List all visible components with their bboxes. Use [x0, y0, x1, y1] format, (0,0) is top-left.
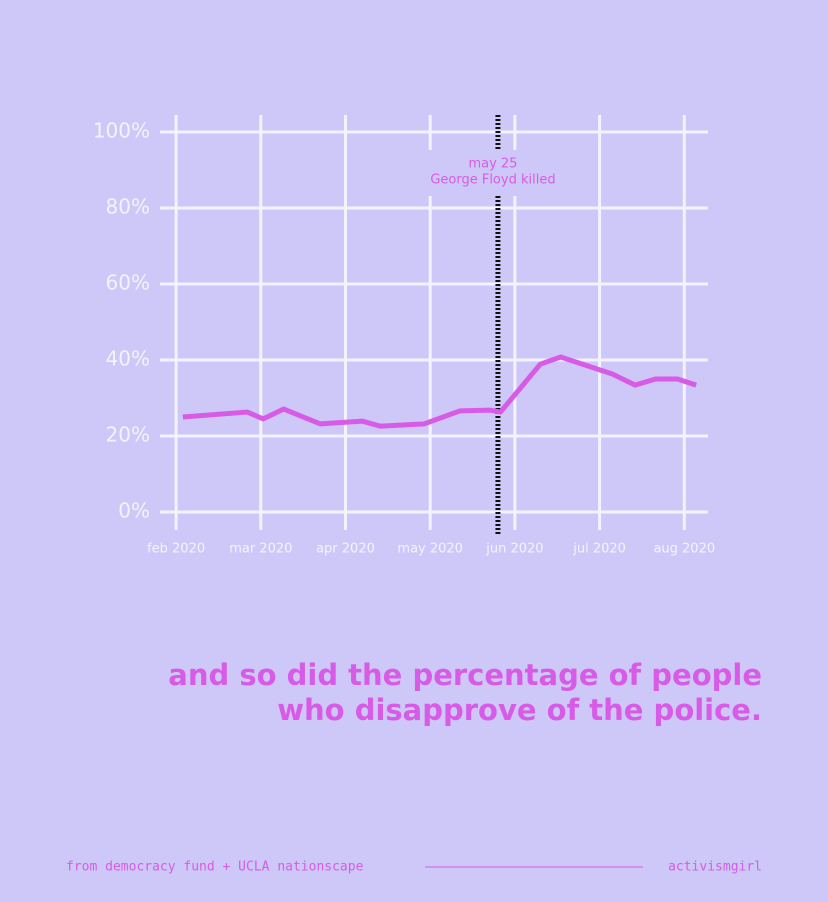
x-tick-label: feb 2020: [147, 542, 205, 557]
x-tick-label: aug 2020: [653, 542, 715, 557]
x-tick-label: may 2020: [397, 542, 463, 557]
y-tick-label: 60%: [106, 271, 150, 295]
x-tick-label: jul 2020: [572, 542, 626, 557]
x-tick-label: apr 2020: [316, 542, 375, 557]
annotation-bg: [422, 150, 573, 196]
credit: activismgirl: [668, 860, 762, 875]
data-line: [182, 354, 697, 429]
source: from democracy fund + UCLA nationscape: [66, 860, 364, 875]
x-tick-label: jun 2020: [485, 542, 543, 557]
y-tick-label: 0%: [118, 499, 150, 523]
y-tick-label: 100%: [93, 119, 150, 143]
caption: who disapprove of the police.: [277, 693, 762, 727]
caption: and so did the percentage of people: [168, 658, 762, 692]
annotation-text: George Floyd killed: [430, 173, 555, 188]
y-tick-label: 40%: [106, 347, 150, 371]
y-tick-label: 80%: [106, 195, 150, 219]
x-tick-label: mar 2020: [229, 542, 292, 557]
y-tick-label: 20%: [106, 423, 150, 447]
annotation-text: may 25: [468, 157, 517, 172]
